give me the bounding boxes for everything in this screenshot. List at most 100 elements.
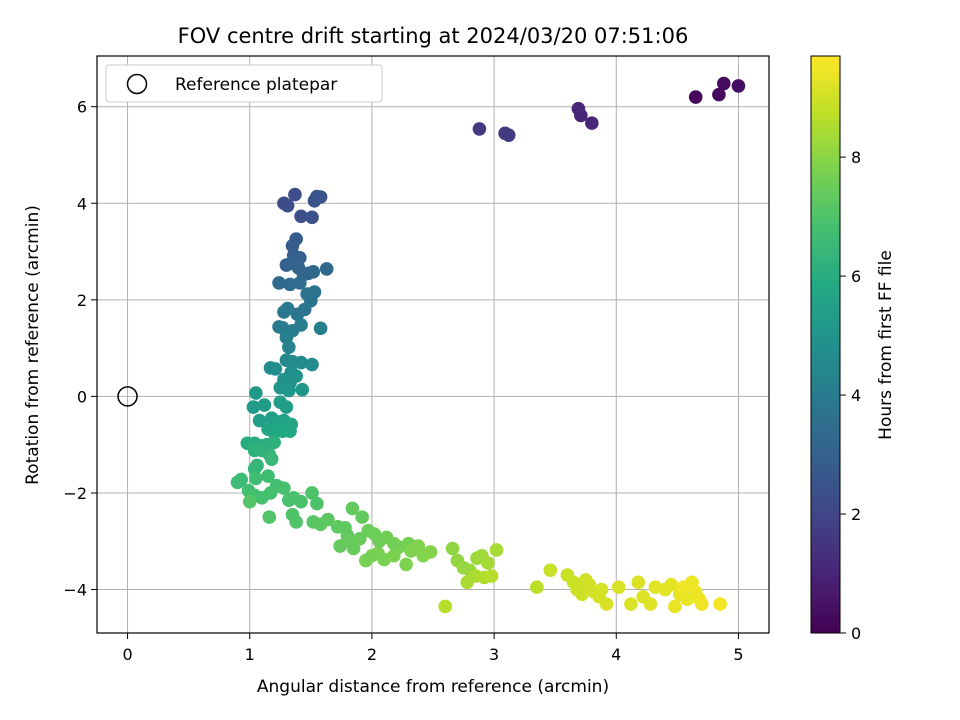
data-point bbox=[481, 556, 495, 570]
data-point bbox=[631, 575, 646, 590]
data-point bbox=[249, 386, 263, 400]
data-point bbox=[472, 122, 487, 136]
data-point bbox=[712, 87, 726, 102]
data-point bbox=[345, 501, 360, 516]
legend: Reference platepar bbox=[105, 64, 383, 103]
x-tick-label: 3 bbox=[489, 645, 499, 664]
data-point bbox=[489, 543, 504, 557]
data-point bbox=[346, 541, 361, 556]
x-axis-label: Angular distance from reference (arcmin) bbox=[257, 677, 609, 697]
data-point bbox=[290, 307, 305, 322]
data-point bbox=[387, 548, 401, 563]
data-point bbox=[249, 471, 263, 486]
y-tick-label: 0 bbox=[77, 387, 87, 406]
colorbar: 0 2 4 6 8 Hours from first FF file bbox=[810, 55, 896, 643]
data-point bbox=[257, 398, 272, 412]
x-tick-label: 2 bbox=[367, 645, 377, 664]
data-point bbox=[267, 435, 281, 450]
colorbar-tick-label: 0 bbox=[851, 624, 861, 643]
x-axis-ticks: 0 1 2 3 4 5 bbox=[122, 633, 744, 664]
data-point bbox=[262, 510, 277, 524]
plot-frame bbox=[96, 55, 770, 634]
data-point bbox=[280, 198, 295, 213]
data-point bbox=[319, 262, 334, 276]
data-point bbox=[574, 108, 588, 123]
data-point bbox=[313, 190, 328, 204]
data-point bbox=[438, 599, 453, 614]
data-point bbox=[282, 383, 296, 398]
data-point bbox=[268, 362, 283, 376]
legend-box bbox=[105, 64, 383, 103]
data-point bbox=[484, 569, 499, 583]
data-point bbox=[277, 481, 291, 495]
data-point bbox=[279, 400, 294, 414]
data-point bbox=[530, 580, 544, 594]
x-tick-label: 0 bbox=[122, 645, 132, 664]
data-point bbox=[294, 355, 308, 370]
data-point bbox=[445, 541, 460, 556]
data-point bbox=[575, 587, 589, 602]
reference-platepar-marker bbox=[117, 386, 138, 407]
grid bbox=[97, 56, 769, 633]
data-point bbox=[246, 400, 261, 414]
data-point bbox=[688, 90, 703, 104]
colorbar-ticks: 0 2 4 6 8 bbox=[840, 148, 861, 643]
data-point bbox=[261, 469, 275, 483]
data-point bbox=[355, 510, 369, 524]
data-point bbox=[731, 79, 746, 93]
data-point bbox=[242, 494, 257, 509]
colorbar-label: Hours from first FF file bbox=[876, 250, 896, 440]
data-point bbox=[293, 276, 307, 290]
colorbar-gradient bbox=[810, 55, 841, 634]
colorbar-tick-label: 6 bbox=[851, 267, 861, 286]
data-point bbox=[272, 276, 286, 290]
data-points bbox=[230, 76, 746, 614]
data-point bbox=[264, 452, 279, 466]
chart-title: FOV centre drift starting at 2024/03/20 … bbox=[178, 24, 689, 48]
data-point bbox=[306, 265, 321, 279]
y-tick-label: 6 bbox=[77, 98, 87, 117]
data-point bbox=[294, 494, 308, 509]
data-point bbox=[423, 545, 438, 559]
data-point bbox=[501, 128, 516, 142]
y-axis-ticks: −4 −2 0 2 4 6 bbox=[63, 98, 97, 600]
data-point bbox=[283, 424, 297, 438]
data-point bbox=[305, 210, 319, 225]
data-point bbox=[310, 496, 324, 511]
x-tick-label: 4 bbox=[611, 645, 621, 664]
colorbar-tick-label: 4 bbox=[851, 386, 861, 405]
x-tick-label: 1 bbox=[245, 645, 255, 664]
data-point bbox=[234, 472, 248, 487]
data-point bbox=[289, 232, 303, 246]
data-point bbox=[305, 357, 319, 372]
legend-entry-reference: Reference platepar bbox=[175, 75, 337, 95]
legend-marker-icon bbox=[126, 73, 148, 95]
data-point bbox=[252, 413, 267, 428]
data-point bbox=[643, 597, 658, 611]
colorbar-tick-label: 2 bbox=[851, 505, 861, 524]
data-point bbox=[295, 382, 310, 397]
data-point bbox=[282, 340, 296, 354]
data-point bbox=[585, 116, 599, 130]
reference-point bbox=[117, 386, 138, 407]
data-point bbox=[716, 76, 731, 91]
data-point bbox=[599, 597, 614, 611]
data-point bbox=[611, 580, 626, 594]
data-point bbox=[676, 580, 691, 594]
data-point bbox=[263, 486, 278, 500]
data-point bbox=[543, 563, 558, 578]
data-point bbox=[399, 557, 413, 572]
data-point bbox=[313, 321, 328, 336]
data-point bbox=[713, 597, 727, 611]
y-tick-label: 4 bbox=[77, 194, 87, 213]
data-point bbox=[305, 486, 319, 500]
y-tick-label: 2 bbox=[77, 291, 87, 310]
y-tick-label: −2 bbox=[63, 484, 87, 503]
y-tick-label: −4 bbox=[63, 581, 87, 600]
data-point bbox=[695, 597, 709, 611]
data-point bbox=[294, 318, 308, 332]
colorbar-tick-label: 8 bbox=[851, 148, 861, 167]
y-axis-label: Rotation from reference (arcmin) bbox=[23, 205, 43, 485]
data-point bbox=[280, 301, 295, 316]
